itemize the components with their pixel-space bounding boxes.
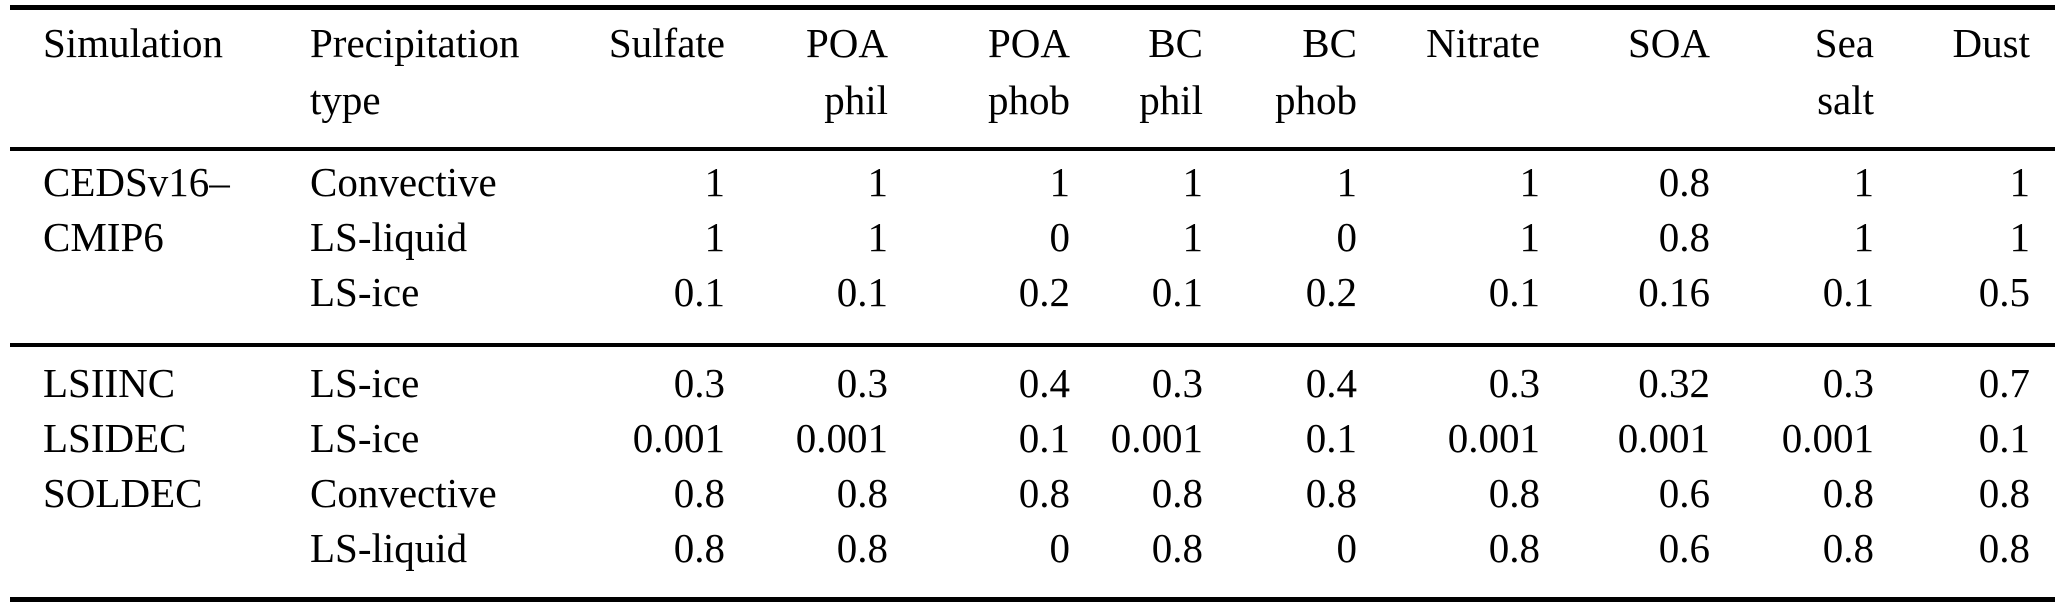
simulation-name-cell: LSIDEC	[43, 415, 187, 461]
value-cell: 0.1	[673, 269, 725, 315]
value-cell: 0.8	[1488, 525, 1540, 571]
value-cell: 1	[704, 214, 726, 260]
value-cell: 0.8	[673, 470, 725, 516]
value-cell: 0.8	[1658, 159, 1710, 205]
value-cell: 0.8	[1018, 470, 1070, 516]
value-cell: 1	[2009, 214, 2031, 260]
value-cell: 0.2	[1018, 269, 1070, 315]
precipitation-type-cell: LS-liquid	[310, 214, 468, 260]
value-cell: 0.3	[1151, 360, 1203, 406]
value-cell: 1	[1049, 159, 1071, 205]
value-cell: 1	[704, 159, 726, 205]
value-cell: 0.8	[673, 525, 725, 571]
table-row: LSIINC LS-ice 0.3 0.3 0.4 0.3 0.4 0.3 0.…	[10, 345, 2055, 411]
precipitation-type-cell: LS-ice	[310, 415, 420, 461]
column-header-poa-phob: POA phob	[987, 20, 1070, 123]
value-cell: 1	[867, 214, 889, 260]
column-header-sea-salt: Sea salt	[1814, 20, 1874, 123]
column-header-dust: Dust	[1952, 20, 2030, 66]
table-row: LS-ice 0.1 0.1 0.2 0.1 0.2 0.1 0.16 0.1 …	[10, 265, 2055, 345]
precipitation-type-cell: LS-ice	[310, 269, 420, 315]
value-cell: 0.001	[1447, 415, 1540, 461]
precipitation-type-cell: LS-liquid	[310, 525, 468, 571]
column-header-bc-phil: BC phil	[1139, 20, 1203, 123]
value-cell: 0.8	[1151, 470, 1203, 516]
simulation-name-cell: LSIINC	[43, 360, 176, 406]
value-cell: 0.1	[1822, 269, 1874, 315]
value-cell: 0.1	[836, 269, 888, 315]
value-cell: 1	[1519, 214, 1541, 260]
column-header-soa: SOA	[1627, 20, 1710, 66]
value-cell: 0.1	[1151, 269, 1203, 315]
value-cell: 0.001	[1617, 415, 1710, 461]
table-row: LS-liquid 0.8 0.8 0 0.8 0 0.8 0.6 0.8 0.…	[10, 521, 2055, 600]
column-header-poa-phil: POA phil	[805, 20, 888, 123]
column-header-sulfate: Sulfate	[608, 20, 725, 66]
value-cell: 1	[1853, 214, 1875, 260]
value-cell: 1	[1336, 159, 1358, 205]
precipitation-type-cell: Convective	[310, 470, 497, 516]
value-cell: 0.001	[795, 415, 888, 461]
precipitation-type-cell: LS-ice	[310, 360, 420, 406]
table-row: LS-liquid 1 1 0 1 0 1 0.8 1 1	[10, 210, 2055, 265]
value-cell: 1	[1519, 159, 1541, 205]
value-cell: 0	[1049, 525, 1071, 571]
value-cell: 0	[1336, 214, 1358, 260]
value-cell: 1	[2009, 159, 2031, 205]
value-cell: 0.8	[1488, 470, 1540, 516]
value-cell: 0	[1049, 214, 1071, 260]
table-row: CEDSv16– CMIP6 Convective 1 1 1 1 1 1 0.8…	[10, 149, 2055, 260]
value-cell: 0.3	[1488, 360, 1540, 406]
value-cell: 0.8	[1978, 470, 2030, 516]
scavenging-coefficients-table: Simulation Precipitation type Sulfate POA…	[10, 5, 2055, 602]
value-cell: 1	[1853, 159, 1875, 205]
value-cell: 0.8	[836, 525, 888, 571]
table-header: Simulation Precipitation type Sulfate POA…	[10, 8, 2055, 150]
value-cell: 0.8	[1151, 525, 1203, 571]
value-cell: 0.6	[1658, 525, 1710, 571]
simulation-group-cedsv16-cmip6: CEDSv16– CMIP6 Convective 1 1 1 1 1 1 0.8…	[10, 149, 2055, 345]
column-header-precipitation-type: Precipitation type	[310, 20, 520, 123]
value-cell: 0.1	[1305, 415, 1357, 461]
value-cell: 0.001	[632, 415, 725, 461]
value-cell: 0.001	[1110, 415, 1203, 461]
value-cell: 0.8	[1305, 470, 1357, 516]
column-header-simulation: Simulation	[43, 20, 223, 66]
value-cell: 0.3	[673, 360, 725, 406]
simulation-group-sensitivity: LSIINC LS-ice 0.3 0.3 0.4 0.3 0.4 0.3 0.…	[10, 345, 2055, 600]
value-cell: 0.8	[1978, 525, 2030, 571]
value-cell: 0.6	[1658, 470, 1710, 516]
value-cell: 0.001	[1781, 415, 1874, 461]
value-cell: 0.4	[1018, 360, 1070, 406]
value-cell: 0.8	[1822, 525, 1874, 571]
value-cell: 0.3	[1822, 360, 1874, 406]
value-cell: 0.4	[1305, 360, 1357, 406]
value-cell: 0.5	[1978, 269, 2030, 315]
value-cell: 0.1	[1978, 415, 2030, 461]
table-row: SOLDEC Convective 0.8 0.8 0.8 0.8 0.8 0.…	[10, 466, 2055, 521]
value-cell: 0.2	[1305, 269, 1357, 315]
value-cell: 1	[867, 159, 889, 205]
value-cell: 0	[1336, 525, 1358, 571]
value-cell: 0.16	[1638, 269, 1710, 315]
table-row: LSIDEC LS-ice 0.001 0.001 0.1 0.001 0.1 …	[10, 411, 2055, 466]
value-cell: 0.1	[1488, 269, 1540, 315]
simulation-name-cell: SOLDEC	[43, 470, 203, 516]
value-cell: 0.3	[836, 360, 888, 406]
precipitation-type-cell: Convective	[310, 159, 497, 205]
header-row: Simulation Precipitation type Sulfate POA…	[10, 8, 2055, 150]
value-cell: 0.7	[1978, 360, 2030, 406]
value-cell: 0.1	[1018, 415, 1070, 461]
value-cell: 0.8	[1658, 214, 1710, 260]
value-cell: 1	[1182, 214, 1204, 260]
value-cell: 0.8	[1822, 470, 1874, 516]
value-cell: 0.32	[1638, 360, 1710, 406]
column-header-nitrate: Nitrate	[1426, 20, 1540, 66]
value-cell: 1	[1182, 159, 1204, 205]
value-cell: 0.8	[836, 470, 888, 516]
column-header-bc-phob: BC phob	[1275, 20, 1357, 123]
simulation-name-cell: CEDSv16– CMIP6	[43, 159, 230, 260]
